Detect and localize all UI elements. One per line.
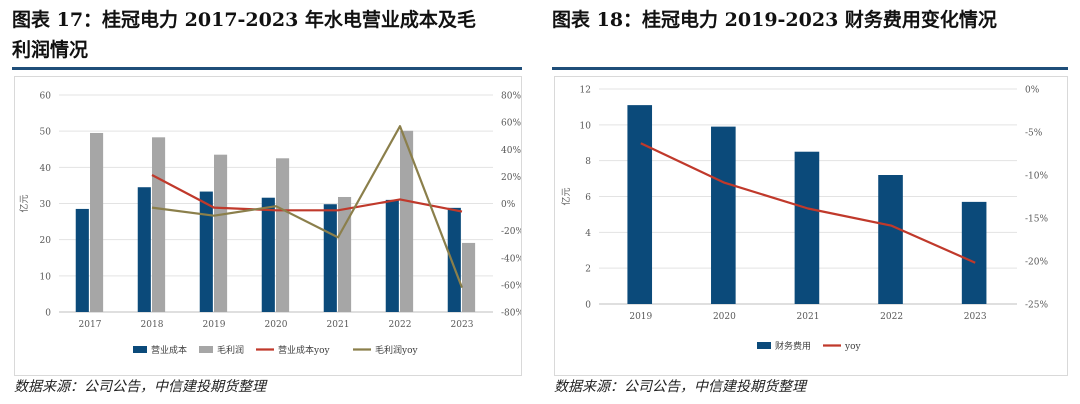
chart17-y-tick-label: 40 [40,164,52,174]
chart18-legend-label: yoy [844,342,862,352]
chart18-panel: 0 2 4 6 8 10 12 -25% -20% -15% -10% -5% 0% 2019 2020 20… [554,76,1068,376]
chart18-y-tick-label: 6 [585,193,591,203]
chart18-y2-tick-label: -15% [1025,215,1048,225]
chart17-legend-swatch [133,346,147,353]
chart18-source: 数据来源：公司公告，中信建投期货整理 [554,379,806,395]
chart18-x-tick-label: 2020 [713,312,736,322]
chart17-line-a [151,174,463,213]
chart17-y2-tick-label: -40% [501,254,521,264]
chart17-y-tick-label: 10 [40,272,52,282]
chart17-x-tick-label: 2020 [265,320,288,330]
chart18-y2-tick-label: -10% [1025,172,1048,182]
chart17-y2-tick-label: 80% [501,92,521,102]
chart17-y2-tick-label: -60% [501,281,521,291]
chart17-y2-tick-label: -80% [501,309,521,319]
chart17-heading-line1: 图表 17：桂冠电力 2017-2023 年水电营业成本及毛 [12,9,476,31]
chart17-heading-line2: 利润情况 [12,39,89,61]
chart18-x-tick-label: 2021 [797,312,820,322]
chart18-y-tick-label: 10 [580,121,592,131]
chart18-y-axis-title: 亿元 [560,187,572,205]
chart18-heading: 图表 18：桂冠电力 2019-2023 财务费用变化情况 [552,9,997,31]
chart18-x-tick-label: 2022 [880,312,903,322]
chart17-svg: 0 10 20 30 40 50 60 -80% -60% -40% -20% 0% 20% 40% 60%… [18,92,521,357]
chart17-x-tick-label: 2017 [79,320,102,330]
chart18-line-a [640,142,976,264]
chart17-bar-a [323,204,337,312]
chart18-y-tick-label: 4 [585,229,591,239]
chart17-x-tick-label: 2023 [451,320,474,330]
chart17-heading-rule [12,67,522,70]
chart18-legend-swatch [757,342,771,349]
chart18-y-tick-label: 2 [585,265,591,275]
chart17-bar-a [199,191,213,312]
chart18-bar-a [711,126,736,304]
chart18-y2-tick-label: -5% [1025,129,1043,139]
chart17-legend-label: 营业成本 [151,344,187,356]
chart18-x-tick-label: 2019 [629,312,652,322]
chart17-y-tick-label: 20 [40,236,52,246]
chart17-y2-tick-label: 0% [501,200,516,210]
chart17-bar-a [385,199,399,312]
chart18-bar-a [878,175,903,304]
chart18-legend-label: 财务费用 [775,340,811,352]
chart17-bar-b [462,242,476,312]
chart18-y2-tick-label: -20% [1025,258,1048,268]
chart17-bar-a [447,207,461,312]
chart18-y2-tick-label: -25% [1025,301,1048,311]
chart17-line-b [151,125,464,288]
chart18-y-tick-label: 12 [580,86,591,96]
chart17-panel: 0 10 20 30 40 50 60 -80% -60% -40% -20% 0% 20% 40% 60%… [14,76,522,376]
chart17-y-tick-label: 0 [45,309,51,319]
chart17-y2-tick-label: 40% [501,146,521,156]
chart18-y2-tick-label: 0% [1025,86,1040,96]
chart17-x-tick-label: 2021 [327,320,350,330]
chart17-bar-b [276,158,290,312]
chart17-bar-a [261,197,275,312]
chart17-bar-b [400,130,414,312]
chart18-bar-a [627,105,653,304]
chart17-y-axis-title: 亿元 [18,194,30,212]
chart17-y-tick-label: 60 [40,92,52,102]
chart18-y-tick-label: 0 [585,301,591,311]
chart17-x-tick-label: 2019 [203,320,226,330]
chart18-bar-a [961,201,987,304]
chart17-bar-a [75,208,89,312]
chart17-legend-label: 营业成本yoy [278,344,331,356]
chart17-bar-b [338,196,352,312]
chart18-bar-a [794,151,820,304]
chart17-bar-b [152,137,166,312]
chart17-legend-label: 毛利润 [217,344,244,356]
chart17-bar-a [137,187,151,312]
chart17-bar-b [214,154,228,312]
chart17-y-tick-label: 50 [40,128,52,138]
chart17-x-tick-label: 2018 [141,320,164,330]
chart17-y2-tick-label: -20% [501,227,521,237]
chart17-legend-label: 毛利润yoy [375,344,419,356]
chart18-x-tick-label: 2023 [964,312,987,322]
chart17-y-tick-label: 30 [40,200,52,210]
chart17-x-tick-label: 2022 [389,320,412,330]
chart18-svg: 0 2 4 6 8 10 12 -25% -20% -15% -10% -5% 0% 2019 2020 20… [560,86,1048,353]
chart18-heading-rule [552,67,1068,70]
chart18-y-tick-label: 8 [585,157,591,167]
chart17-y2-tick-label: 60% [501,119,521,129]
chart17-bar-b [90,132,104,312]
chart17-legend-swatch [199,346,213,353]
chart17-source: 数据来源：公司公告，中信建投期货整理 [14,379,266,395]
chart17-y2-tick-label: 20% [501,173,521,183]
